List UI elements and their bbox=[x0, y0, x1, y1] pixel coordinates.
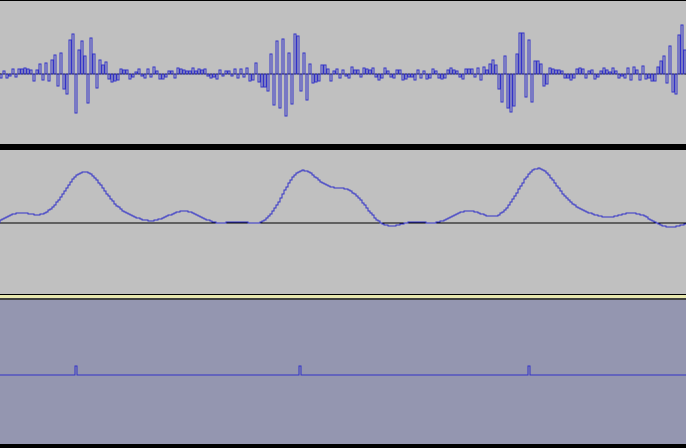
audio-track-3-selected[interactable] bbox=[0, 298, 686, 444]
track-3-pulses bbox=[0, 365, 686, 376]
waveform-canvas-2 bbox=[0, 167, 686, 228]
waveform-canvas-1 bbox=[0, 24, 686, 117]
track-2-envelope bbox=[0, 167, 686, 228]
audio-track-2[interactable] bbox=[0, 149, 686, 294]
audio-track-1[interactable] bbox=[0, 0, 686, 146]
bottom-border bbox=[0, 444, 686, 448]
waveform-canvas-3 bbox=[0, 365, 686, 376]
track-separator[interactable] bbox=[0, 294, 686, 298]
track-1-waveform bbox=[0, 24, 686, 117]
